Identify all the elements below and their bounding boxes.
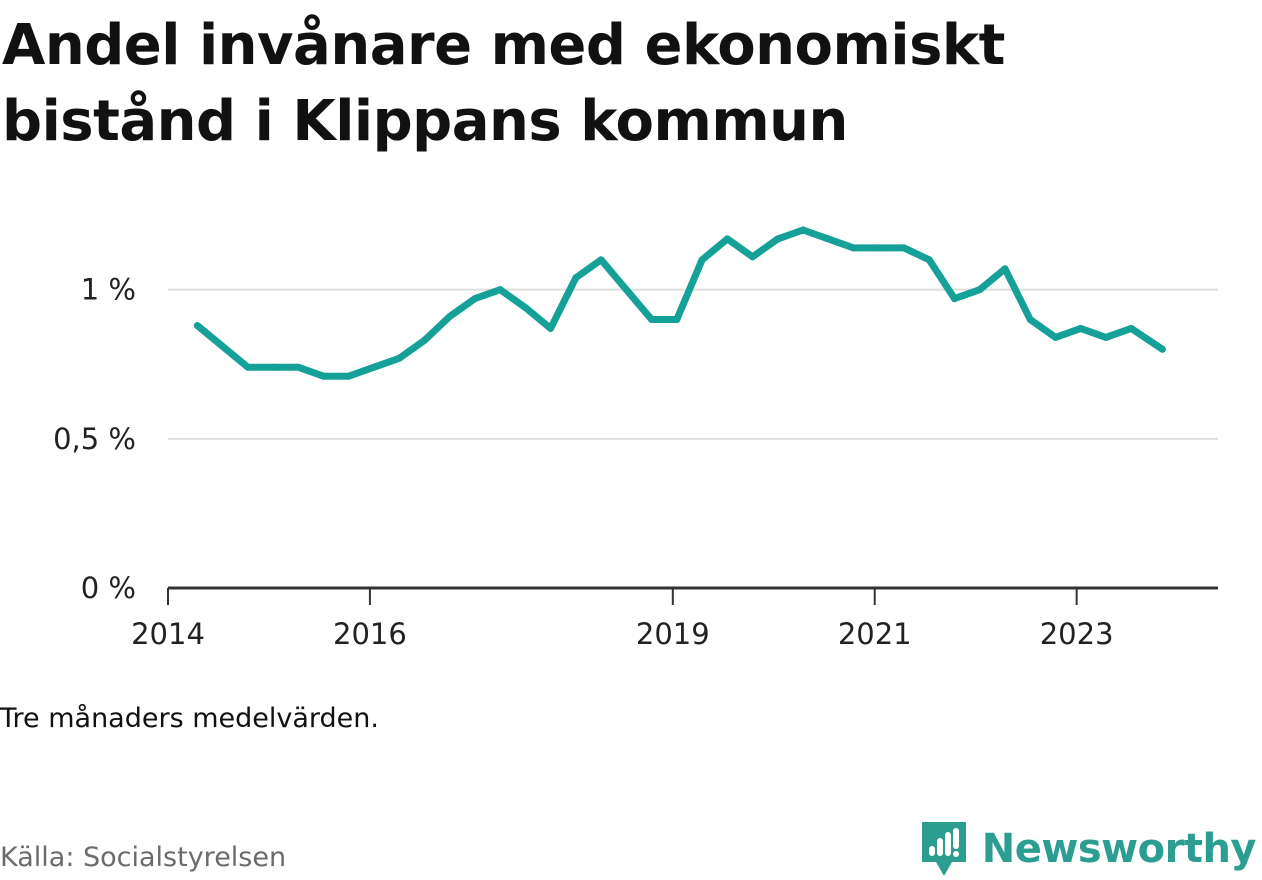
data-point bbox=[395, 354, 403, 362]
line-chart: 0 % 0,5 % 1 % 2014 2016 2019 2021 2023 bbox=[53, 226, 1218, 651]
data-point bbox=[597, 256, 605, 264]
y-tick-label: 1 % bbox=[81, 273, 136, 307]
y-axis-labels: 0 % 0,5 % 1 % bbox=[53, 273, 136, 605]
data-point bbox=[875, 244, 883, 252]
gridlines bbox=[168, 288, 1218, 440]
data-point bbox=[1102, 333, 1110, 341]
data-point bbox=[1026, 316, 1034, 323]
data-point bbox=[824, 235, 832, 243]
data-point bbox=[547, 324, 555, 332]
x-tick-label: 2023 bbox=[1040, 617, 1114, 651]
source-text: Källa: Socialstyrelsen bbox=[0, 842, 287, 873]
brand-name: Newsworthy bbox=[981, 826, 1257, 872]
data-point bbox=[1077, 324, 1085, 332]
data-point bbox=[294, 363, 302, 371]
data-point bbox=[749, 253, 757, 261]
data-point bbox=[723, 235, 731, 243]
data-point bbox=[1127, 324, 1135, 332]
data-point bbox=[850, 244, 858, 252]
data-point bbox=[925, 256, 933, 264]
data-point bbox=[622, 286, 630, 294]
data-point bbox=[648, 316, 656, 323]
data-point bbox=[345, 372, 353, 380]
y-tick-label: 0,5 % bbox=[53, 422, 136, 456]
data-point bbox=[976, 286, 984, 294]
data-point bbox=[950, 295, 958, 303]
y-tick-label: 0 % bbox=[81, 571, 136, 605]
data-point bbox=[900, 244, 908, 252]
x-axis-labels: 2014 2016 2019 2021 2023 bbox=[131, 617, 1113, 651]
chart-note: Tre månaders medelvärden. bbox=[0, 703, 379, 734]
data-point bbox=[446, 313, 454, 321]
data-point bbox=[1001, 265, 1009, 273]
x-tick-label: 2019 bbox=[636, 617, 710, 651]
data-point bbox=[269, 363, 277, 371]
x-tick-label: 2014 bbox=[131, 617, 205, 651]
data-point bbox=[471, 295, 479, 303]
newsworthy-brand: Newsworthy bbox=[920, 818, 1257, 880]
data-point bbox=[370, 363, 378, 371]
series-line bbox=[195, 226, 1165, 380]
data-point bbox=[1051, 333, 1059, 341]
x-axis bbox=[167, 586, 1218, 605]
data-point bbox=[1158, 345, 1166, 353]
data-point bbox=[774, 235, 782, 243]
data-point bbox=[193, 321, 201, 329]
data-point bbox=[496, 286, 504, 294]
data-point bbox=[420, 336, 428, 344]
data-point bbox=[521, 304, 529, 312]
data-point bbox=[572, 274, 580, 282]
x-tick-label: 2021 bbox=[838, 617, 912, 651]
newsworthy-logo-icon bbox=[921, 822, 966, 876]
data-point bbox=[244, 363, 252, 371]
chart-title: Andel invånare med ekonomiskt bistånd i … bbox=[2, 13, 1005, 154]
x-tick-label: 2016 bbox=[333, 617, 407, 651]
data-point bbox=[698, 256, 706, 264]
data-point bbox=[319, 372, 327, 380]
data-point bbox=[673, 316, 681, 323]
series-layer bbox=[193, 226, 1166, 380]
data-point bbox=[799, 226, 807, 234]
